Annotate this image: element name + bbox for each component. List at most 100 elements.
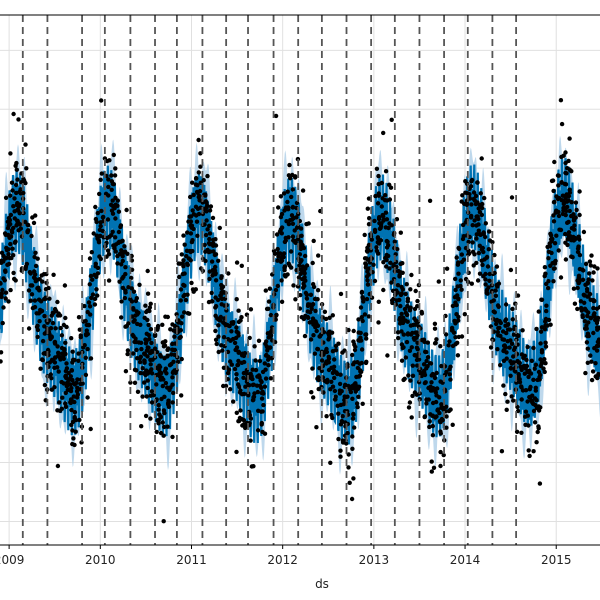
data-point [248,375,253,380]
data-point [555,196,561,202]
data-point [175,359,181,364]
data-point [287,162,292,168]
data-point [289,265,294,270]
data-point [329,330,335,335]
data-point [105,217,111,222]
data-point [293,175,298,180]
data-point [461,257,467,262]
data-point [137,282,142,287]
data-point [531,377,536,382]
data-point [411,322,416,328]
data-point [117,279,122,284]
data-point [531,408,537,414]
data-point [333,348,339,353]
data-point [487,271,492,277]
data-point [314,321,319,326]
data-point [62,401,68,406]
data-point [98,233,103,239]
data-point [134,309,139,314]
data-point [542,327,548,332]
data-point [363,265,368,270]
data-point [76,358,81,363]
data-point [107,158,112,163]
data-point [183,297,189,303]
data-point [234,372,239,377]
data-point [480,201,485,207]
data-point [310,302,316,307]
data-point [379,204,384,209]
data-point [110,198,115,203]
data-point [542,273,547,279]
data-point [328,387,333,392]
data-point [140,394,145,399]
data-point [348,389,354,395]
data-point [205,227,210,232]
data-point [45,320,50,325]
data-point [191,192,196,198]
data-point [572,235,578,241]
data-point [431,386,436,391]
data-point [481,230,486,235]
data-point [276,205,281,210]
data-point [145,308,150,313]
data-point [148,416,153,421]
data-point [507,327,513,332]
data-point [300,264,306,269]
data-point [429,459,434,464]
data-point [430,423,435,429]
data-point [166,400,171,405]
data-point [552,159,557,165]
data-point [585,333,590,339]
data-point [263,353,269,358]
data-point [109,173,114,178]
data-point [61,381,66,386]
data-point [167,363,173,368]
x-tick-label: 2009 [0,553,24,567]
data-point [248,416,254,421]
data-point [589,253,594,258]
data-point [492,270,497,276]
data-point [179,356,184,362]
data-point [495,303,501,308]
data-point [505,399,510,404]
data-point [388,260,393,265]
data-point [27,270,33,275]
data-point [507,345,512,350]
data-point [106,278,112,283]
data-point [84,328,90,333]
data-point [63,390,68,396]
data-point [131,319,136,324]
data-point [572,301,578,306]
data-point [352,425,357,430]
data-point [85,322,91,328]
data-point [156,402,161,408]
data-point [198,151,203,156]
data-point [80,381,85,386]
data-point [230,321,236,326]
data-point [87,256,93,261]
data-point [170,434,175,440]
data-point [304,263,310,268]
data-point [414,330,419,335]
data-point [415,304,420,309]
data-point [213,295,218,300]
data-point [565,237,570,242]
data-point [376,320,381,325]
data-point [268,376,274,381]
data-point [72,410,78,415]
data-point [408,332,414,337]
data-point [148,393,153,398]
data-point [131,289,137,294]
data-point [105,248,111,253]
data-point [93,216,99,222]
data-point [3,296,8,301]
data-point [176,261,181,266]
data-point [290,204,296,210]
data-point [170,341,175,347]
data-point [553,210,558,215]
data-point [551,188,556,194]
data-point [324,349,330,355]
data-point [524,357,529,363]
data-point [456,334,461,340]
data-point [425,364,430,369]
